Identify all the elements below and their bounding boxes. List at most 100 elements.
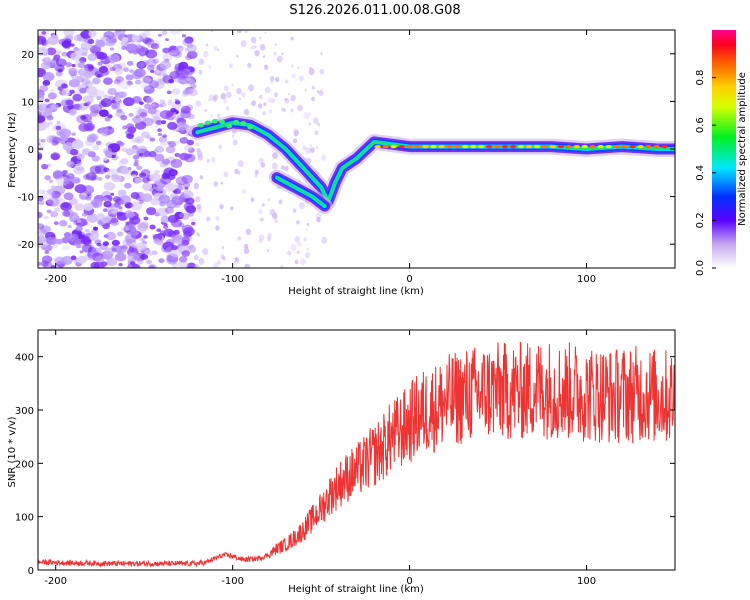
noise-blob [259, 44, 266, 51]
noise-blob [46, 197, 57, 205]
noise-blob [55, 238, 63, 245]
noise-blob [294, 259, 299, 265]
noise-blob [105, 35, 117, 44]
noise-blob [95, 165, 107, 175]
noise-blob [263, 55, 266, 58]
noise-blob [197, 207, 203, 214]
noise-blob [76, 160, 81, 165]
noise-blob [150, 69, 155, 74]
noise-blob [92, 144, 100, 151]
noise-blob [175, 176, 188, 186]
noise-blob [127, 126, 137, 134]
noise-blob [208, 65, 212, 70]
noise-blob [102, 208, 109, 213]
noise-blob [41, 244, 49, 251]
noise-blob [311, 85, 315, 90]
noise-blob [161, 244, 172, 253]
noise-blob [186, 262, 197, 268]
noise-blob [294, 235, 301, 243]
noise-blob [158, 132, 163, 137]
noise-blob [124, 234, 137, 244]
noise-blob [315, 212, 322, 220]
noise-blob [182, 182, 191, 189]
noise-blob [69, 89, 75, 94]
noise-blob [94, 110, 100, 115]
noise-blob [178, 212, 185, 218]
noise-blob [213, 181, 219, 187]
noise-blob [179, 152, 190, 161]
ridge-hotspot [493, 145, 501, 149]
noise-blob [162, 134, 167, 138]
ridge-hotspot [430, 145, 437, 149]
noise-blob [46, 236, 58, 246]
noise-blob [55, 58, 67, 67]
noise-blob [44, 175, 52, 181]
noise-blob [48, 179, 53, 183]
noise-blob [223, 85, 229, 92]
noise-blob [150, 109, 162, 118]
noise-blob [287, 92, 290, 96]
noise-blob [67, 224, 72, 229]
noise-blob [62, 202, 70, 208]
noise-blob [170, 158, 183, 169]
noise-blob [111, 244, 121, 253]
noise-blob [299, 258, 306, 266]
noise-blob [95, 39, 106, 48]
ridge-hotspot [470, 145, 477, 149]
noise-blob [193, 182, 200, 190]
noise-blob [130, 261, 136, 266]
noise-blob [181, 224, 194, 234]
noise-blob [160, 120, 167, 125]
noise-blob [236, 55, 239, 58]
noise-blob [314, 130, 319, 136]
noise-blob [223, 171, 229, 178]
noise-blob [131, 71, 143, 80]
noise-blob [290, 94, 296, 102]
noise-blob [250, 36, 257, 44]
noise-blob [174, 152, 181, 158]
noise-blob [311, 96, 315, 101]
ridge-hotspot [541, 145, 549, 149]
noise-blob [38, 261, 42, 266]
noise-blob [243, 108, 250, 116]
noise-blob [250, 47, 253, 50]
noise-blob [87, 53, 97, 61]
noise-blob [131, 145, 138, 150]
noise-blob [103, 234, 109, 239]
noise-blob [164, 206, 174, 214]
noise-blob [221, 246, 225, 250]
noise-blob [305, 147, 312, 155]
noise-blob [195, 100, 202, 107]
noise-blob [69, 148, 79, 156]
noise-blob [75, 225, 83, 232]
noise-blob [131, 174, 137, 178]
noise-blob [85, 80, 94, 87]
noise-blob [94, 70, 104, 78]
noise-blob [172, 113, 179, 119]
noise-blob [63, 192, 74, 201]
noise-blob [162, 53, 173, 61]
noise-blob [236, 87, 242, 95]
noise-blob [38, 35, 47, 45]
spectrogram-y-tick-label: 10 [21, 97, 34, 108]
noise-blob [161, 30, 168, 36]
noise-blob [94, 163, 107, 173]
noise-blob [94, 51, 105, 60]
noise-blob [85, 172, 97, 181]
noise-blob [160, 140, 168, 147]
ridge-hotspot [478, 145, 485, 149]
noise-blob [313, 117, 319, 124]
noise-blob [262, 111, 266, 116]
noise-blob [160, 215, 171, 224]
noise-blob [125, 148, 135, 156]
noise-blob [61, 255, 73, 265]
noise-blob [252, 45, 256, 50]
colorbar: 0.0 0.2 0.4 0.6 0.8 Normalized spectral ampl… [695, 30, 748, 276]
noise-blob [291, 73, 296, 79]
noise-blob [291, 64, 294, 68]
snr-y-tick-label: 300 [15, 406, 34, 417]
noise-blob [110, 192, 115, 196]
noise-blob [50, 185, 57, 190]
ridge-hotspot [533, 145, 541, 149]
noise-blob [157, 33, 162, 37]
